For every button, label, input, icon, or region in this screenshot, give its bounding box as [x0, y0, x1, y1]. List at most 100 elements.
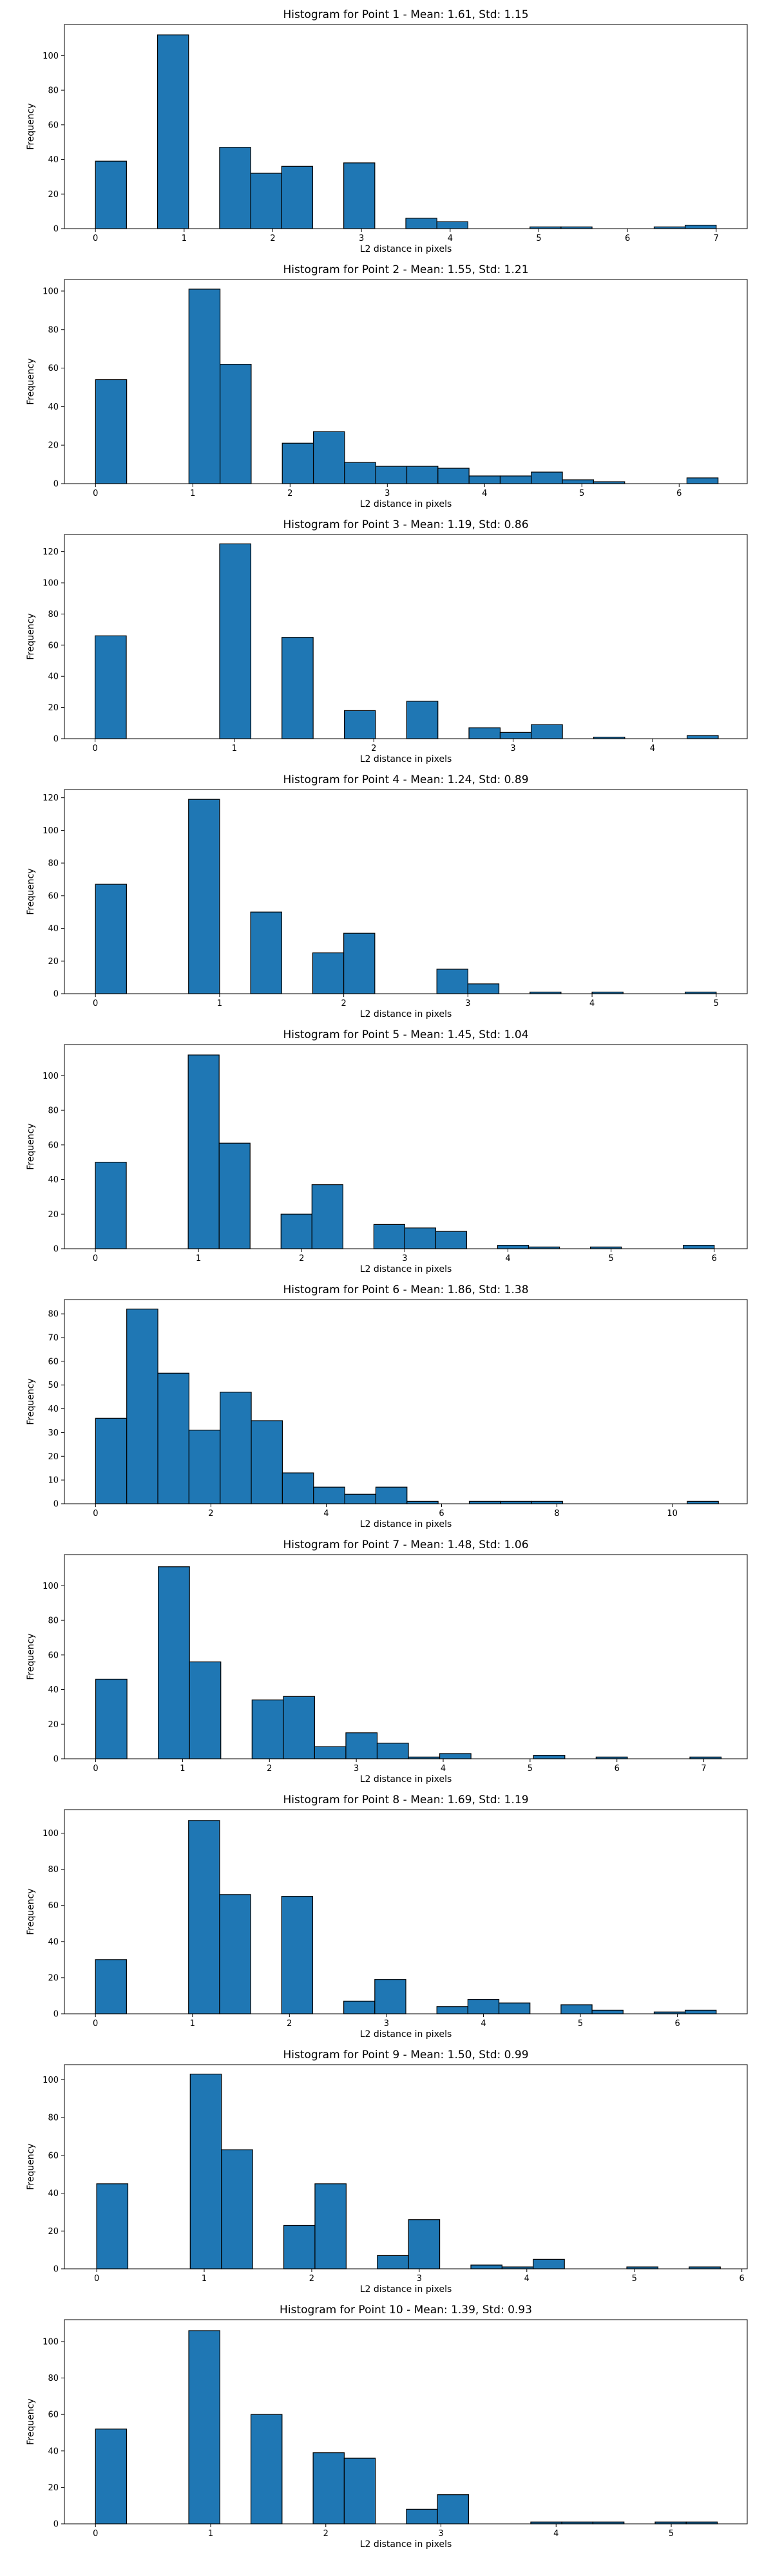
histogram-bar [95, 379, 128, 484]
y-tick-label: 20 [48, 703, 59, 713]
x-tick-label: 6 [676, 489, 682, 498]
chart-title: Histogram for Point 1 - Mean: 1.61, Std:… [283, 8, 528, 21]
histogram-chart: 0 2 4 6 8 10 0 10 20 30 40 50 60 70 80 Histogram for Po… [26, 1283, 748, 1530]
histogram-bar [467, 983, 500, 994]
y-tick-label: 0 [53, 1755, 59, 1765]
plot-frame [64, 279, 748, 484]
x-axis-label: L2 distance in pixels [360, 754, 452, 764]
x-tick-label: 6 [712, 1254, 717, 1264]
x-tick-label: 1 [196, 1254, 201, 1264]
y-tick-label: 40 [48, 1405, 59, 1414]
x-tick-label: 10 [667, 1509, 678, 1519]
histogram-bar [189, 2074, 222, 2269]
histogram-bars [95, 1566, 722, 1759]
x-tick-label: 0 [93, 2529, 98, 2539]
plot-frame [64, 24, 748, 229]
x-tick-label: 1 [182, 234, 187, 243]
chart-title: Histogram for Point 6 - Mean: 1.86, Std:… [283, 1283, 528, 1296]
y-tick-label: 40 [48, 2447, 59, 2456]
y-tick-label: 40 [48, 2189, 59, 2199]
histogram-bar [343, 2000, 376, 2014]
y-tick-label: 80 [48, 1865, 59, 1875]
histogram-bar [283, 2224, 316, 2269]
y-tick-label: 40 [48, 1175, 59, 1185]
histogram-bars [95, 1820, 717, 2014]
x-tick-label: 6 [615, 1764, 620, 1774]
histogram-bar [95, 884, 127, 994]
y-tick-label: 120 [43, 793, 59, 803]
histogram-panel: 0 1 2 3 4 5 0 20 40 60 80 100 120 Histogram for Point… [0, 765, 773, 1020]
y-axis-label: Frequency [26, 358, 36, 404]
y-tick-label: 100 [43, 826, 59, 836]
plot-frame [64, 2319, 748, 2524]
histogram-bar [591, 2009, 624, 2014]
histogram-bars [95, 2330, 718, 2524]
histogram-bar [95, 160, 127, 229]
histogram-bar [468, 727, 501, 739]
y-axis-label: Frequency [26, 1633, 36, 1680]
histogram-bar [189, 1661, 222, 1759]
plot-frame [64, 1554, 748, 1759]
x-tick-label: 0 [93, 234, 98, 243]
y-tick-label: 80 [48, 1616, 59, 1626]
x-axis-label: L2 distance in pixels [360, 1009, 452, 1019]
y-tick-label: 60 [48, 2151, 59, 2161]
y-tick-label: 20 [48, 1720, 59, 1730]
histogram-bar [685, 225, 717, 229]
y-tick-label: 100 [43, 579, 59, 589]
histogram-bar [250, 2414, 283, 2524]
histogram-bar [499, 475, 532, 484]
y-tick-label: 100 [43, 1072, 59, 1081]
histogram-bar [251, 1420, 283, 1504]
x-tick-label: 1 [180, 1764, 185, 1774]
y-tick-label: 0 [53, 480, 59, 489]
x-tick-label: 4 [505, 1254, 510, 1264]
y-tick-label: 100 [43, 2337, 59, 2347]
y-tick-label: 20 [48, 1452, 59, 1462]
histogram-chart: 0 1 2 3 4 5 0 20 40 60 80 100 Histogram for Point 10… [26, 2304, 748, 2550]
y-axis-label: Frequency [26, 103, 36, 149]
histogram-bar [282, 637, 314, 739]
y-tick-label: 20 [48, 2227, 59, 2237]
histogram-bar [560, 2004, 593, 2014]
plot-frame [64, 1809, 748, 2014]
x-tick-label: 0 [93, 2019, 98, 2029]
histogram-bar [314, 1746, 347, 1759]
histogram-bar [343, 2458, 376, 2524]
histogram-bar [219, 363, 252, 484]
y-tick-label: 60 [48, 1357, 59, 1367]
histogram-bar [314, 2183, 347, 2269]
histogram-bar [280, 1213, 312, 1249]
x-axis-label: L2 distance in pixels [360, 2539, 452, 2550]
y-tick-label: 40 [48, 1937, 59, 1947]
y-tick-label: 80 [48, 86, 59, 96]
y-tick-label: 70 [48, 1333, 59, 1343]
histogram-panel: 0 1 2 3 4 5 6 0 20 40 60 80 100 Histogram for Point 9… [0, 2040, 773, 2295]
histogram-bar [343, 710, 376, 739]
histogram-bar [683, 1245, 715, 1249]
histogram-bar [219, 147, 251, 229]
x-axis-label: L2 distance in pixels [360, 1774, 452, 1785]
x-tick-label: 0 [93, 999, 98, 1009]
y-tick-label: 80 [48, 1106, 59, 1116]
y-tick-label: 20 [48, 957, 59, 967]
x-tick-label: 5 [536, 234, 541, 243]
histogram-bar [95, 1959, 127, 2014]
plot-frame [64, 534, 748, 739]
histogram-chart: 0 1 2 3 4 5 6 7 0 20 40 60 80 100 Histogram for Point … [26, 1539, 748, 1785]
x-tick-label: 5 [528, 1764, 533, 1774]
histogram-bar [218, 1142, 251, 1249]
y-tick-label: 0 [53, 735, 59, 744]
histogram-bar [126, 1309, 158, 1504]
x-axis-label: L2 distance in pixels [360, 1519, 452, 1530]
x-tick-label: 4 [323, 1509, 329, 1519]
x-tick-label: 2 [323, 2529, 329, 2539]
x-tick-label: 3 [384, 2019, 389, 2029]
histogram-bar [437, 468, 470, 484]
chart-title: Histogram for Point 9 - Mean: 1.50, Std:… [283, 2049, 528, 2061]
y-tick-label: 50 [48, 1381, 59, 1390]
histogram-bar [312, 2452, 345, 2524]
histogram-bars [95, 799, 717, 994]
histogram-bar [311, 1184, 343, 1249]
histogram-bar [344, 1493, 377, 1504]
